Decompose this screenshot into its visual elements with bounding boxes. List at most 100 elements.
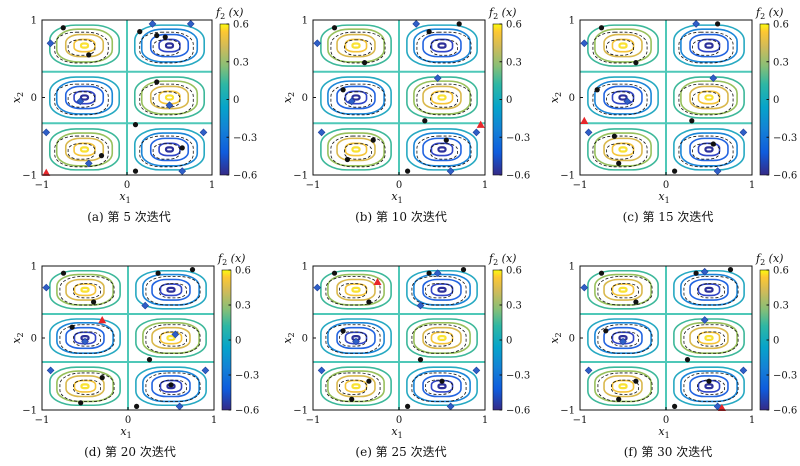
contour-line bbox=[140, 28, 199, 63]
sample-point bbox=[137, 29, 143, 35]
contour-line bbox=[422, 137, 462, 162]
contour-line bbox=[587, 318, 659, 358]
contour-line bbox=[704, 42, 714, 49]
candidate-point bbox=[347, 97, 356, 106]
sample-point bbox=[154, 32, 160, 39]
chart-panel-2: −1 0 1 −1 0 1 0.6 0.3 0 −0.3 −0.6 f2 (x) (b) 第 10 次迭… bbox=[293, 6, 530, 224]
contour-line bbox=[704, 146, 714, 153]
sample-point bbox=[179, 145, 185, 151]
sample-point bbox=[426, 270, 432, 276]
contour-line bbox=[611, 142, 635, 157]
contour-line bbox=[673, 269, 745, 310]
candidate-point bbox=[313, 39, 322, 48]
contour-line bbox=[149, 137, 190, 162]
sample-point bbox=[715, 21, 721, 27]
surrogate-contour bbox=[59, 372, 115, 402]
contour-line bbox=[64, 85, 105, 110]
contour-line bbox=[65, 326, 105, 350]
colorbar-tick-label: 0 bbox=[773, 95, 779, 106]
sample-point bbox=[633, 378, 639, 384]
colorbar-tick-label: 0.3 bbox=[233, 57, 249, 68]
surrogate-contour bbox=[73, 379, 101, 395]
contour-line bbox=[673, 128, 745, 171]
y-tick-label: −1 bbox=[293, 406, 308, 417]
contour-line bbox=[166, 286, 176, 293]
contour-line bbox=[55, 28, 114, 63]
candidate-point bbox=[46, 366, 55, 375]
contour-line bbox=[673, 366, 745, 407]
surrogate-contour bbox=[611, 379, 639, 395]
surrogate-contour bbox=[678, 135, 734, 168]
colorbar-tick-label: −0.6 bbox=[506, 171, 530, 182]
surrogate-contour bbox=[683, 372, 739, 402]
surrogate-contour bbox=[416, 83, 472, 116]
x-tick-label: 0 bbox=[125, 415, 131, 426]
contour-line bbox=[344, 142, 368, 157]
contour-line bbox=[327, 80, 385, 115]
candidate-point bbox=[165, 101, 174, 110]
surrogate-contour bbox=[54, 135, 109, 168]
candidate-point bbox=[416, 301, 425, 310]
x-axis-label: x1 bbox=[119, 190, 130, 205]
surrogate-contour bbox=[152, 91, 181, 108]
sample-point bbox=[633, 60, 639, 66]
candidate-point bbox=[201, 366, 210, 375]
contour-line bbox=[430, 38, 454, 53]
sample-point bbox=[598, 25, 605, 31]
x-tick-label: −1 bbox=[573, 415, 588, 426]
y-tick-label: 0 bbox=[569, 93, 575, 104]
candidate-point bbox=[171, 330, 180, 339]
best-point bbox=[580, 116, 589, 124]
surrogate-contour bbox=[73, 331, 101, 347]
contour-line bbox=[594, 80, 652, 115]
candidate-point bbox=[739, 366, 748, 375]
contour-line bbox=[320, 269, 392, 310]
contour-line bbox=[680, 28, 738, 63]
sample-point bbox=[349, 396, 355, 402]
contour-line bbox=[422, 326, 462, 350]
contour-line bbox=[437, 146, 447, 153]
candidate-point bbox=[199, 128, 208, 137]
contour-line bbox=[159, 331, 183, 345]
surrogate-contour bbox=[697, 331, 725, 347]
contour-line bbox=[587, 76, 659, 119]
colorbar-tick-label: 0 bbox=[506, 336, 512, 347]
chart-panel-3: −1 0 1 −1 0 1 0.6 0.3 0 −0.3 −0.6 f2 (x) (c) 第 15 次迭… bbox=[560, 6, 797, 224]
colorbar-tick-label: 0.6 bbox=[235, 266, 251, 277]
contour-line bbox=[680, 132, 738, 167]
contour-line bbox=[406, 269, 478, 310]
contour-line bbox=[594, 28, 652, 63]
contour-line bbox=[611, 379, 635, 393]
candidate-point bbox=[692, 20, 700, 28]
contour-line bbox=[689, 33, 729, 58]
contour-line bbox=[689, 85, 729, 110]
contour-line bbox=[689, 278, 729, 301]
candidate-point bbox=[433, 269, 442, 278]
contour-line bbox=[618, 383, 628, 390]
contour-line bbox=[133, 128, 206, 171]
contour-line bbox=[64, 33, 105, 58]
contour-line bbox=[351, 94, 361, 101]
sample-point bbox=[689, 118, 695, 124]
surrogate-contour bbox=[330, 83, 386, 116]
contour-line bbox=[351, 383, 361, 390]
x-tick-label: −1 bbox=[306, 415, 321, 426]
contour-line bbox=[603, 278, 643, 301]
contour-line bbox=[437, 383, 447, 390]
contour-line bbox=[135, 318, 207, 358]
sample-point bbox=[456, 21, 462, 27]
contour-line bbox=[611, 90, 635, 105]
surrogate-contour bbox=[344, 39, 372, 56]
colorbar-tick-label: −0.3 bbox=[233, 133, 257, 144]
candidate-point bbox=[584, 128, 593, 137]
sample-point bbox=[710, 141, 716, 147]
surrogate-contour bbox=[425, 331, 453, 347]
x-tick-label: −1 bbox=[35, 415, 50, 426]
chart-panel-4: −1 0 1 −1 0 1 0.6 0.3 0 −0.3 −0.6 f2 (x) (d) 第 20 次迭… bbox=[22, 252, 259, 459]
contour-line bbox=[437, 42, 447, 49]
sample-point bbox=[340, 87, 346, 93]
colorbar-label: f2 (x) bbox=[488, 6, 516, 21]
contour-line bbox=[80, 286, 90, 293]
contour-line bbox=[673, 24, 745, 67]
candidate-point bbox=[313, 283, 322, 292]
